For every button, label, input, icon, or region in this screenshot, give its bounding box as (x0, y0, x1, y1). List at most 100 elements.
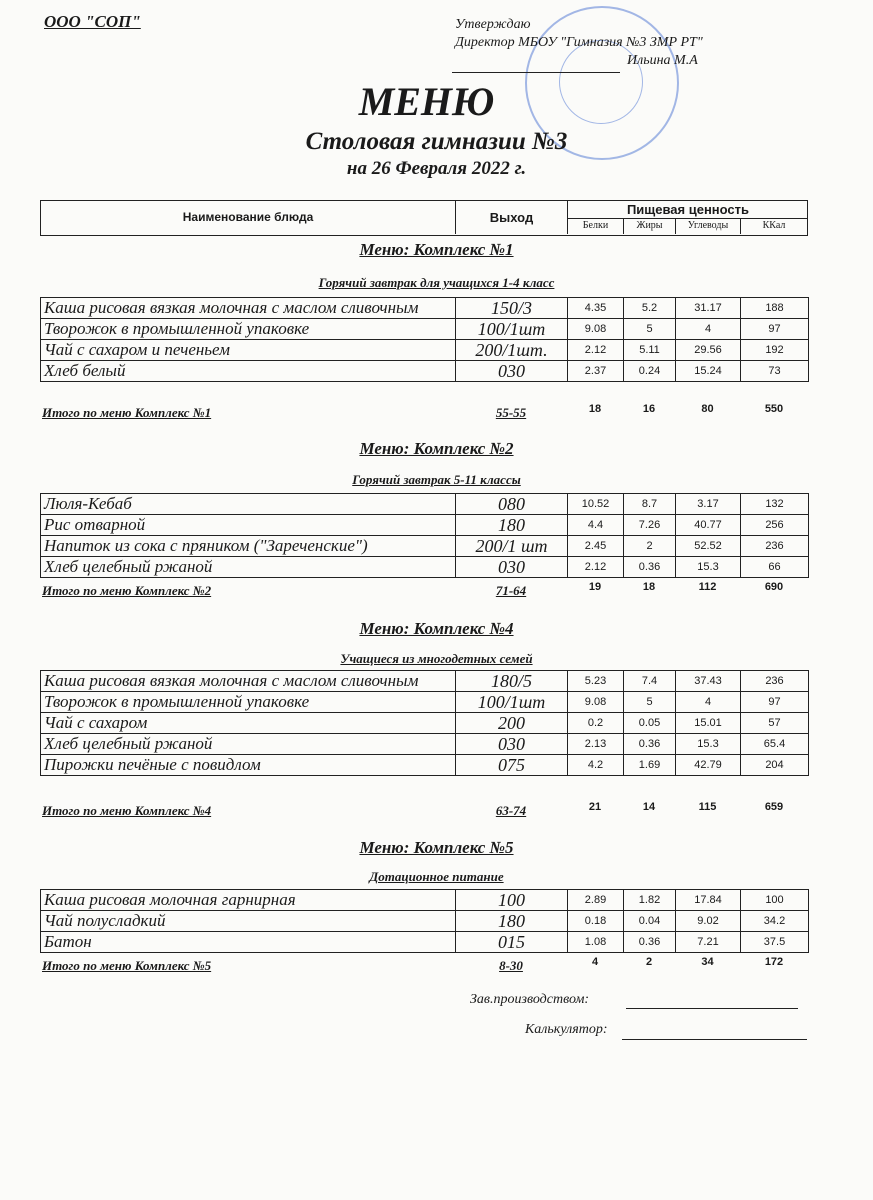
dish-name: Творожок в промышленной упаковке (40, 691, 456, 713)
dish-kcal: 97 (740, 691, 809, 713)
dish-fat: 5.2 (623, 297, 676, 319)
dish-output: 180 (455, 910, 568, 932)
dish-carbs: 52.52 (675, 535, 741, 557)
section-total: Итого по меню Комплекс №1 55-55 18 16 80 550 (40, 403, 808, 423)
section-title-text: Меню: Комплекс №4 (359, 619, 514, 638)
column-header-protein: Белки (568, 219, 624, 234)
dish-name: Чай с сахаром (40, 712, 456, 734)
dish-kcal: 57 (740, 712, 809, 734)
table-row: Рис отварной 180 4.4 7.26 40.77 256 (40, 514, 809, 536)
approval-signatory: Ильина М.А (627, 53, 698, 68)
dish-name: Рис отварной (40, 514, 456, 536)
dish-output: 200/1шт. (455, 339, 568, 361)
calculator-label: Калькулятор: (525, 1022, 608, 1037)
dish-fat: 0.36 (623, 931, 676, 953)
table-row: Пирожки печёные с повидлом 075 4.2 1.69 42.7… (40, 754, 809, 776)
section-title: Меню: Комплекс №4 (0, 619, 873, 639)
dish-carbs: 29.56 (675, 339, 741, 361)
table-row: Творожок в промышленной упаковке 100/1шт 9… (40, 691, 809, 713)
table-row: Хлеб целебный ржаной 030 2.12 0.36 15.3 66 (40, 556, 809, 578)
dish-fat: 7.26 (623, 514, 676, 536)
total-protein: 18 (588, 403, 602, 415)
approval-position: Директор МБОУ "Гимназия №3 ЗМР РТ" (455, 35, 703, 50)
total-kcal: 172 (764, 956, 784, 968)
dish-protein: 4.2 (567, 754, 624, 776)
dish-kcal: 204 (740, 754, 809, 776)
dish-fat: 1.82 (623, 889, 676, 911)
dish-carbs: 40.77 (675, 514, 741, 536)
official-stamp (525, 6, 679, 160)
section-title-text: Меню: Комплекс №5 (359, 838, 514, 857)
dish-name: Хлеб целебный ржаной (40, 733, 456, 755)
menu-table: Люля-Кебаб 080 10.52 8.7 3.17 132 Рис отварной… (40, 493, 809, 578)
dish-name: Творожок в промышленной упаковке (40, 318, 456, 340)
dish-kcal: 34.2 (740, 910, 809, 932)
total-protein: 4 (591, 956, 599, 968)
dish-fat: 0.36 (623, 733, 676, 755)
dish-carbs: 15.3 (675, 556, 741, 578)
section-subtitle-text: Горячий завтрак для учащихся 1-4 класс (318, 275, 555, 290)
table-row: Каша рисовая вязкая молочная с маслом сл… (40, 297, 809, 319)
total-carbs: 112 (698, 581, 717, 593)
table-row: Чай с сахаром 200 0.2 0.05 15.01 57 (40, 712, 809, 734)
dish-carbs: 15.24 (675, 360, 741, 382)
menu-table: Каша рисовая вязкая молочная с маслом сл… (40, 297, 809, 382)
dish-protein: 10.52 (567, 493, 624, 515)
dish-carbs: 7.21 (675, 931, 741, 953)
table-row: Каша рисовая молочная гарнирная 100 2.89 1.… (40, 889, 809, 911)
dish-fat: 0.05 (623, 712, 676, 734)
page-title: МЕНЮ (358, 79, 495, 124)
dish-kcal: 73 (740, 360, 809, 382)
dish-carbs: 15.01 (675, 712, 741, 734)
dish-kcal: 132 (740, 493, 809, 515)
organization-name: ООО "СОП" (44, 12, 141, 31)
dish-protein: 9.08 (567, 691, 624, 713)
total-kcal: 659 (764, 801, 784, 813)
dish-kcal: 100 (740, 889, 809, 911)
section-total: Итого по меню Комплекс №4 63-74 21 14 115 659 (40, 801, 808, 821)
section-title-text: Меню: Комплекс №1 (359, 240, 514, 259)
section-subtitle: Горячий завтрак 5-11 классы (0, 472, 873, 488)
dish-name: Каша рисовая вязкая молочная с маслом сл… (40, 297, 456, 319)
column-header-name: Наименование блюда (41, 201, 456, 234)
dish-kcal: 97 (740, 318, 809, 340)
dish-kcal: 188 (740, 297, 809, 319)
column-header-carbs: Углеводы (676, 219, 741, 234)
dish-name: Напиток из сока с пряником ("Зареченские… (40, 535, 456, 557)
table-header: Наименование блюда Выход Пищевая ценност… (40, 200, 808, 236)
dish-output: 100/1шт (455, 318, 568, 340)
production-head-signature-line (626, 1008, 798, 1009)
approval-signature-line (452, 72, 620, 73)
table-row: Люля-Кебаб 080 10.52 8.7 3.17 132 (40, 493, 809, 515)
table-row: Творожок в промышленной упаковке 100/1шт 9… (40, 318, 809, 340)
dish-protein: 2.12 (567, 556, 624, 578)
dish-protein: 0.2 (567, 712, 624, 734)
table-row: Чай полусладкий 180 0.18 0.04 9.02 34.2 (40, 910, 809, 932)
section-total: Итого по меню Комплекс №2 71-64 19 18 112 690 (40, 581, 808, 601)
dish-protein: 9.08 (567, 318, 624, 340)
dish-carbs: 3.17 (675, 493, 741, 515)
menu-table: Каша рисовая молочная гарнирная 100 2.89 1.… (40, 889, 809, 953)
dish-output: 030 (455, 360, 568, 382)
total-fat: 16 (642, 403, 656, 415)
production-head-label: Зав.производством: (470, 992, 590, 1007)
calculator-signature-line (622, 1039, 807, 1040)
dish-fat: 8.7 (623, 493, 676, 515)
dish-output: 100 (455, 889, 568, 911)
total-carbs: 115 (698, 801, 717, 813)
dish-name: Чай с сахаром и печеньем (40, 339, 456, 361)
dish-kcal: 37.5 (740, 931, 809, 953)
total-label: Итого по меню Комплекс №1 (42, 405, 212, 420)
total-protein: 19 (588, 581, 602, 593)
total-price: 55-55 (495, 405, 527, 420)
dish-protein: 2.45 (567, 535, 624, 557)
dish-output: 075 (455, 754, 568, 776)
dish-name: Каша рисовая молочная гарнирная (40, 889, 456, 911)
dish-fat: 7.4 (623, 670, 676, 692)
dish-carbs: 4 (675, 691, 741, 713)
section-title-text: Меню: Комплекс №2 (359, 439, 514, 458)
section-subtitle-text: Учащиеся из многодетных семей (340, 651, 533, 666)
total-kcal: 550 (764, 403, 784, 415)
section-subtitle-text: Дотационное питание (369, 869, 504, 884)
dish-protein: 4.35 (567, 297, 624, 319)
